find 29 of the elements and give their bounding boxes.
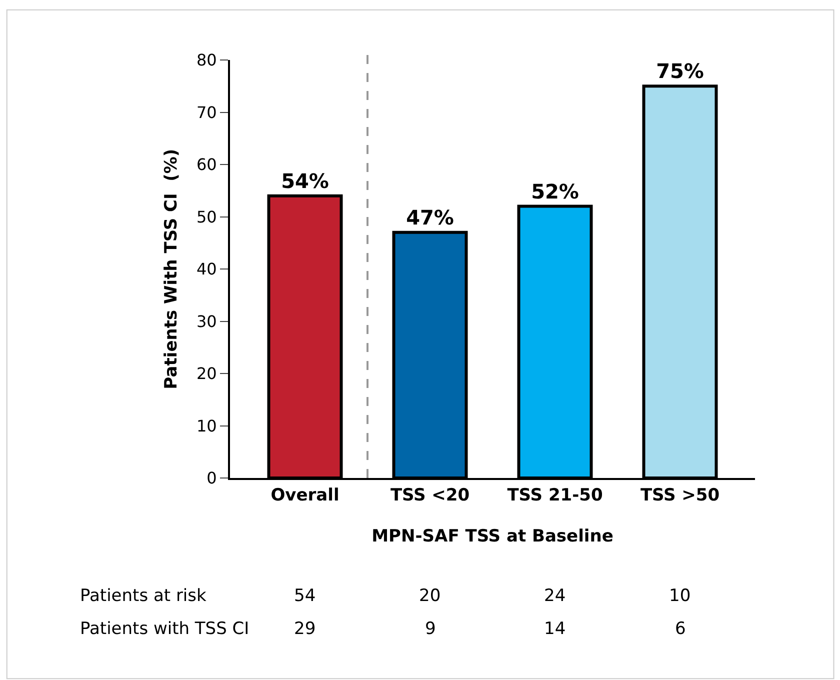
y-tick-label: 30	[196, 312, 217, 331]
data-label: 47%	[406, 205, 454, 230]
x-tick-label: TSS <20	[390, 485, 470, 506]
data-label: 75%	[656, 59, 704, 84]
x-tick-label: TSS >50	[640, 485, 720, 506]
y-tick-label: 60	[196, 155, 217, 174]
y-tick-label: 80	[196, 50, 217, 70]
text: 14	[544, 619, 566, 639]
text: 9	[425, 619, 436, 639]
x-tick-label: Overall	[270, 485, 340, 506]
text: 54	[294, 586, 316, 606]
y-tick-label: 0	[206, 468, 217, 488]
y-tick-label: 20	[196, 364, 217, 384]
text: Patients at risk	[80, 586, 207, 606]
y-tick-label: 40	[196, 260, 217, 279]
text: Patients with TSS CI	[80, 619, 250, 639]
text: 29	[294, 619, 316, 639]
y-tick-label: 70	[196, 102, 217, 122]
text: 6	[675, 619, 686, 639]
data-label: 54%	[281, 168, 329, 193]
text: 10	[669, 586, 691, 606]
text: 20	[419, 586, 441, 606]
x-tick-label: TSS 21-50	[507, 485, 603, 506]
y-tick-label: 50	[196, 207, 217, 226]
y-tick-label: 10	[196, 416, 217, 436]
y-axis-title: Patients With TSS CI (%)	[161, 148, 182, 390]
text: 24	[544, 586, 566, 606]
x-axis-title: MPN-SAF TSS at Baseline	[372, 526, 614, 546]
data-label: 52%	[531, 179, 579, 204]
